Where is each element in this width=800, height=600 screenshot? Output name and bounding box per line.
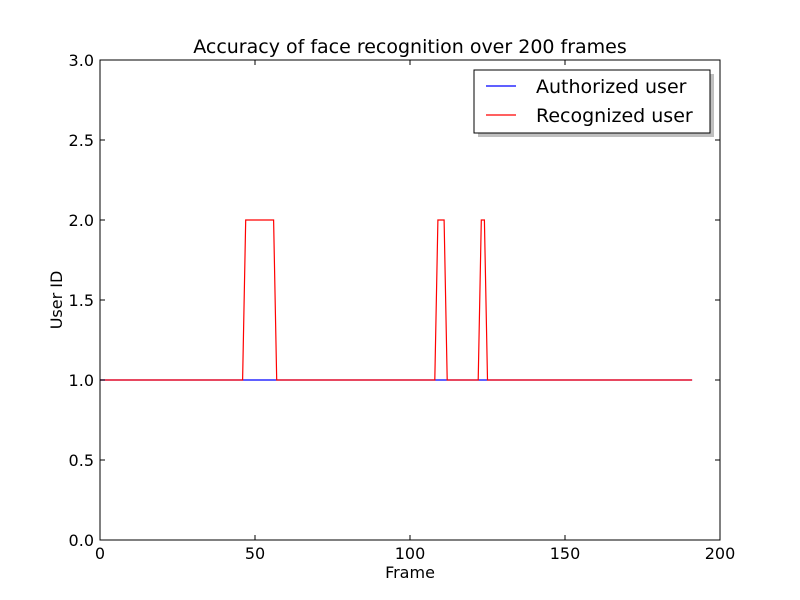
x-tick-label: 150 bbox=[550, 544, 581, 563]
y-tick-label: 2.5 bbox=[69, 131, 94, 150]
y-axis-title: User ID bbox=[47, 271, 66, 330]
legend: Authorized user Recognized user bbox=[473, 69, 714, 137]
legend-box bbox=[473, 69, 711, 134]
plot-frame bbox=[99, 59, 721, 541]
legend-label: Recognized user bbox=[536, 105, 693, 127]
x-tick-label: 100 bbox=[395, 544, 426, 563]
plot-area bbox=[100, 60, 720, 540]
x-tick-label: 0 bbox=[95, 544, 105, 563]
y-tick-label: 0.5 bbox=[69, 451, 94, 470]
tick-layer: 0 50 100 150 200 0.0 0.5 1.0 1.5 2.0 2.5 3.0 bbox=[69, 51, 736, 563]
x-tick-label: 200 bbox=[705, 544, 736, 563]
y-tick-label: 3.0 bbox=[69, 51, 94, 70]
y-tick-label: 0.0 bbox=[69, 531, 94, 550]
y-tick-label: 2.0 bbox=[69, 211, 94, 230]
series-layer bbox=[100, 219, 693, 381]
legend-label: Authorized user bbox=[536, 76, 687, 98]
x-axis-title: Frame bbox=[385, 563, 435, 582]
chart-title: Accuracy of face recognition over 200 fr… bbox=[193, 36, 627, 58]
series-line-recognized-user bbox=[100, 219, 693, 381]
y-tick-label: 1.0 bbox=[69, 371, 94, 390]
y-tick-label: 1.5 bbox=[69, 291, 94, 310]
x-tick-label: 50 bbox=[245, 544, 265, 563]
